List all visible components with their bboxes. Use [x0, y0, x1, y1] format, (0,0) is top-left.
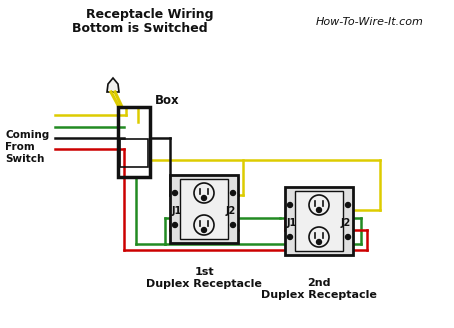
- Circle shape: [202, 195, 207, 200]
- Text: 1st
Duplex Receptacle: 1st Duplex Receptacle: [146, 267, 262, 289]
- Text: J1: J1: [172, 206, 182, 216]
- Text: Receptacle Wiring: Receptacle Wiring: [86, 8, 214, 21]
- Circle shape: [173, 222, 178, 228]
- Text: J2: J2: [341, 218, 351, 228]
- Text: Box: Box: [155, 94, 180, 107]
- Circle shape: [316, 208, 321, 213]
- Bar: [170, 175, 238, 243]
- Circle shape: [345, 202, 350, 208]
- Bar: [118, 107, 150, 177]
- Text: 2nd
Duplex Receptacle: 2nd Duplex Receptacle: [261, 278, 377, 299]
- Circle shape: [231, 222, 236, 228]
- Polygon shape: [107, 78, 119, 92]
- Text: Coming
From
Switch: Coming From Switch: [5, 131, 49, 164]
- Circle shape: [173, 191, 178, 195]
- Text: How-To-Wire-It.com: How-To-Wire-It.com: [316, 17, 424, 27]
- Circle shape: [287, 202, 292, 208]
- Circle shape: [287, 235, 292, 239]
- Text: J1: J1: [287, 218, 297, 228]
- Text: J2: J2: [226, 206, 236, 216]
- Circle shape: [316, 239, 321, 244]
- Circle shape: [345, 235, 350, 239]
- Bar: [285, 187, 353, 255]
- Text: Bottom is Switched: Bottom is Switched: [72, 22, 208, 35]
- Bar: [180, 179, 228, 239]
- Bar: [295, 191, 343, 251]
- Circle shape: [231, 191, 236, 195]
- Bar: [120, 139, 148, 167]
- Circle shape: [202, 228, 207, 233]
